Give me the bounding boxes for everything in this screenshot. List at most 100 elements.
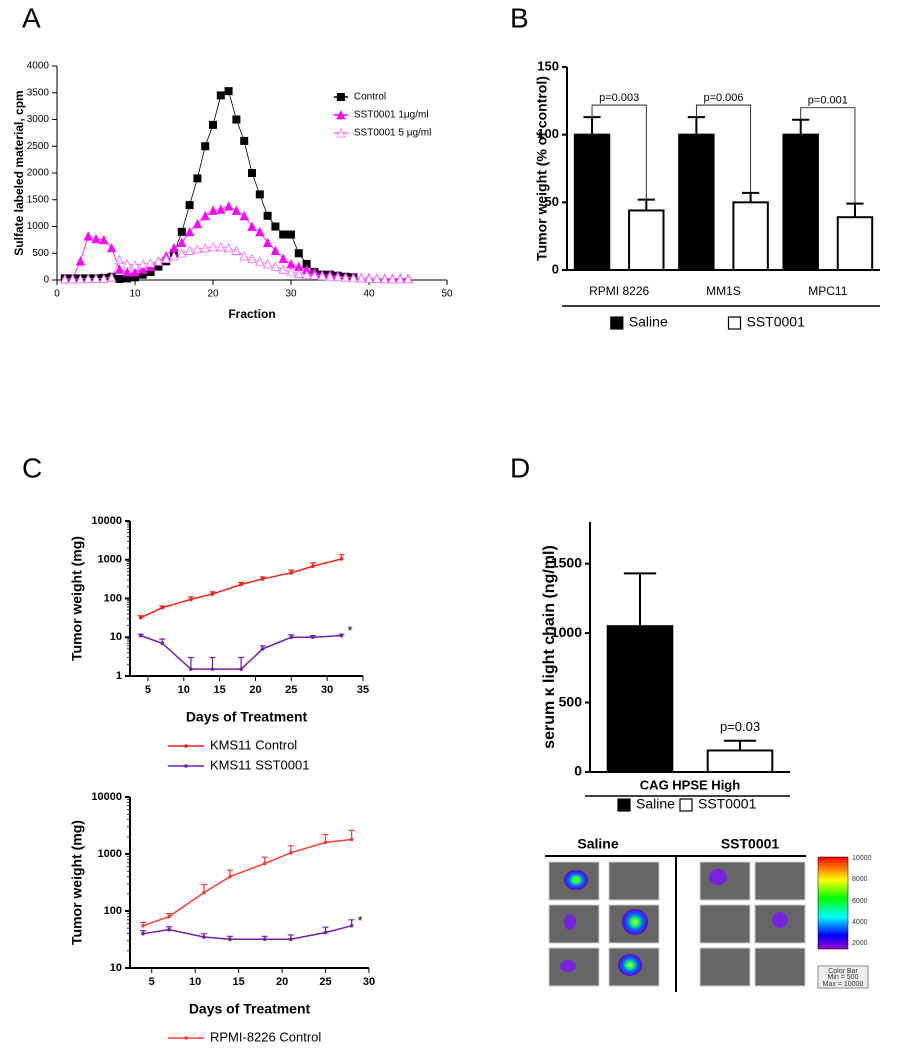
marker: [333, 271, 343, 282]
marker: [123, 274, 132, 283]
marker: [247, 221, 257, 231]
marker: [99, 273, 109, 283]
x-tick-label: MM1S: [706, 284, 741, 298]
bar: [606, 625, 674, 774]
marker: [67, 274, 78, 284]
marker: [287, 230, 295, 239]
x-tick-label: 30: [363, 976, 375, 988]
marker: [75, 256, 86, 266]
marker: [255, 190, 264, 199]
legend-label: Control: [354, 92, 386, 103]
marker: [336, 110, 346, 120]
x-tick-label: 10: [189, 976, 201, 988]
marker: [184, 226, 195, 237]
marker: [161, 253, 171, 264]
marker: [239, 210, 249, 221]
marker: [209, 120, 217, 129]
error-bar: [583, 116, 601, 135]
series-line: [142, 925, 352, 940]
marker: [239, 667, 243, 671]
marker: [153, 256, 164, 266]
annotation: p=0.03: [720, 719, 760, 734]
marker: [286, 259, 296, 269]
marker: [239, 251, 249, 261]
x-tick-label: 5: [145, 684, 151, 696]
y-tick-label: 10: [110, 631, 122, 643]
marker: [294, 268, 304, 278]
colorbar-tick: 4000: [852, 919, 868, 926]
marker: [91, 273, 101, 283]
annotation: p=0.001: [808, 95, 848, 107]
x-tick-label: 10: [129, 289, 141, 300]
marker: [395, 274, 405, 284]
legend-swatch: [610, 316, 624, 330]
marker: [122, 267, 132, 277]
marker: [349, 923, 354, 928]
marker: [279, 230, 288, 239]
marker: [323, 840, 328, 845]
y-axis-label: Tumor weight (mg): [69, 820, 85, 945]
bar: [706, 749, 774, 774]
marker: [247, 253, 257, 264]
y-tick-label: 50: [545, 194, 559, 209]
y-tick-label: 1000: [98, 554, 122, 566]
marker: [138, 270, 147, 279]
marker: [200, 210, 210, 221]
error-bar: [792, 118, 810, 135]
marker: [231, 205, 242, 215]
marker: [270, 245, 281, 255]
x-tick-label: 15: [213, 684, 225, 696]
marker: [106, 272, 117, 282]
y-tick-label: 10: [110, 962, 122, 974]
y-tick-label: 0: [43, 275, 49, 286]
y-tick-label: 0: [574, 763, 582, 779]
y-axis-label: Tumor weight (mg): [69, 536, 85, 661]
significance-bracket: [695, 104, 752, 193]
marker: [339, 557, 344, 561]
y-tick-label: 10000: [91, 515, 122, 527]
marker: [202, 890, 206, 895]
bar: [678, 133, 715, 271]
marker: [216, 91, 225, 100]
series-line: [142, 838, 352, 927]
y-tick-label: 1000: [98, 848, 122, 860]
y-axis-label: serum κ light chain (ng/ml): [541, 545, 558, 749]
group-label: Saline: [577, 836, 618, 852]
marker: [231, 245, 242, 255]
y-tick-label: 2500: [27, 141, 50, 152]
marker: [202, 935, 206, 939]
marker: [141, 931, 145, 936]
legend-label: Saline: [629, 314, 668, 330]
marker: [349, 837, 354, 842]
error-bar: [187, 656, 194, 670]
bar: [782, 133, 819, 271]
legend-swatch: [727, 316, 742, 330]
marker: [309, 270, 320, 280]
series-line: [64, 205, 408, 280]
marker: [255, 256, 265, 266]
legend-label: KMS11 Control: [210, 737, 297, 752]
marker: [184, 744, 188, 748]
bar: [836, 216, 874, 271]
x-tick-label: CAG HPSE High: [640, 777, 740, 792]
panel-label: C: [22, 452, 42, 483]
marker: [145, 257, 156, 268]
significance-bracket: [800, 107, 856, 204]
x-tick-label: 20: [276, 976, 288, 988]
x-tick-label: 0: [54, 289, 60, 300]
annotation: p=0.003: [599, 92, 639, 104]
marker: [138, 615, 143, 620]
marker: [270, 261, 281, 272]
marker: [99, 234, 109, 245]
error-bar: [687, 116, 705, 135]
y-tick-label: 100: [104, 905, 122, 917]
x-tick-label: 5: [149, 976, 155, 988]
mouse-images: [548, 861, 806, 987]
bar: [573, 133, 611, 271]
x-tick-label: 35: [357, 684, 369, 696]
marker: [122, 259, 132, 269]
x-tick-label: MPC11: [808, 284, 847, 298]
colorbar-tick: 8000: [852, 876, 868, 883]
